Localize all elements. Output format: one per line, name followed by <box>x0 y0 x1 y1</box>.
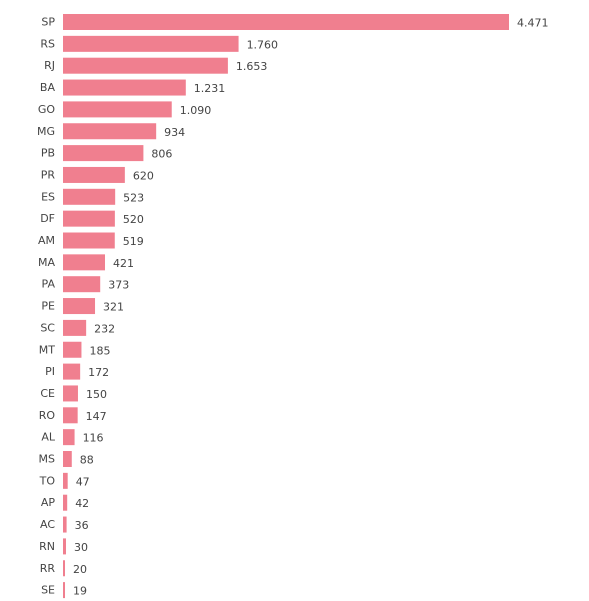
bar-ms <box>63 451 72 467</box>
bar-sp <box>63 14 509 30</box>
value-label-mg: 934 <box>164 126 185 139</box>
category-label-ms: MS <box>39 453 55 466</box>
category-label-rn: RN <box>39 540 55 553</box>
bar-pi <box>63 363 81 380</box>
bar-go <box>63 101 172 118</box>
category-labels-group: SP RS RJ BA GO MG PB PR ES DF AM MA PA PE SC MT PI CE RO AL… <box>37 16 56 597</box>
category-label-rr: RR <box>40 562 56 575</box>
value-labels-group: 4.471 1.760 1.653 1.231 1.090 934 806 620 523 520… <box>73 17 549 598</box>
bar-pa <box>63 276 101 293</box>
category-label-df: DF <box>40 212 55 225</box>
bar-mt <box>63 341 82 358</box>
value-label-df: 520 <box>123 213 144 226</box>
value-label-sp: 4.471 <box>517 17 549 30</box>
category-label-rs: RS <box>40 37 55 50</box>
value-label-ap: 42 <box>75 497 89 510</box>
bar-rn <box>63 538 66 555</box>
bar-ba <box>63 79 186 96</box>
category-label-sc: SC <box>40 321 55 334</box>
category-label-ro: RO <box>39 409 56 422</box>
category-label-pi: PI <box>45 365 55 378</box>
category-label-pa: PA <box>42 278 56 291</box>
bar-pb <box>63 145 144 162</box>
bar-pe <box>63 298 96 315</box>
value-label-ro: 147 <box>86 410 107 423</box>
bar-ro <box>63 407 78 424</box>
value-label-ba: 1.231 <box>194 82 226 95</box>
category-label-se: SE <box>41 584 55 597</box>
value-label-sc: 232 <box>94 322 115 335</box>
bar-rr <box>63 560 65 577</box>
category-label-rj: RJ <box>44 59 55 72</box>
category-label-pb: PB <box>41 147 55 160</box>
category-label-mg: MG <box>37 125 55 138</box>
bar-df <box>63 210 115 227</box>
bar-rs <box>63 35 239 52</box>
value-label-pe: 321 <box>103 301 124 314</box>
category-label-to: TO <box>39 474 56 487</box>
value-label-am: 519 <box>123 235 144 248</box>
category-label-mt: MT <box>39 343 55 356</box>
bar-am <box>63 232 115 249</box>
category-label-pr: PR <box>41 168 56 181</box>
value-label-rr: 20 <box>73 563 87 576</box>
value-label-pb: 806 <box>151 148 172 161</box>
bar-ma <box>63 254 105 271</box>
category-label-go: GO <box>38 103 56 116</box>
category-label-ba: BA <box>40 81 56 94</box>
value-label-se: 19 <box>73 585 87 598</box>
category-label-pe: PE <box>41 300 55 313</box>
bar-ce <box>63 385 78 402</box>
category-label-am: AM <box>38 234 55 247</box>
bar-ac <box>63 516 67 533</box>
value-label-to: 47 <box>76 475 90 488</box>
category-label-ac: AC <box>40 518 55 531</box>
value-label-ce: 150 <box>86 388 107 401</box>
value-label-ma: 421 <box>113 257 134 270</box>
value-label-rs: 1.760 <box>247 38 279 51</box>
value-label-rn: 30 <box>74 541 88 554</box>
value-label-go: 1.090 <box>180 104 212 117</box>
category-label-ce: CE <box>40 387 55 400</box>
bar-ap <box>63 494 68 511</box>
bar-sc <box>63 319 87 336</box>
bar-to <box>63 472 68 489</box>
bar-es <box>63 188 116 205</box>
value-label-pa: 373 <box>108 279 129 292</box>
category-label-ap: AP <box>41 496 56 509</box>
value-label-ac: 36 <box>75 519 89 532</box>
category-label-ma: MA <box>38 256 55 269</box>
category-label-es: ES <box>41 190 55 203</box>
value-label-rj: 1.653 <box>236 60 268 73</box>
category-label-sp: SP <box>41 16 55 29</box>
value-label-es: 523 <box>123 191 144 204</box>
bars-group <box>63 14 509 599</box>
value-label-pr: 620 <box>133 169 154 182</box>
value-label-ms: 88 <box>80 454 94 467</box>
bar-mg <box>63 123 157 140</box>
bar-se <box>63 582 65 599</box>
category-label-al: AL <box>41 431 56 444</box>
bar-al <box>63 429 75 446</box>
bar-rj <box>63 57 228 74</box>
value-label-mt: 185 <box>89 344 110 357</box>
value-label-pi: 172 <box>88 366 109 379</box>
bar-pr <box>63 166 125 183</box>
value-label-al: 116 <box>83 432 104 445</box>
